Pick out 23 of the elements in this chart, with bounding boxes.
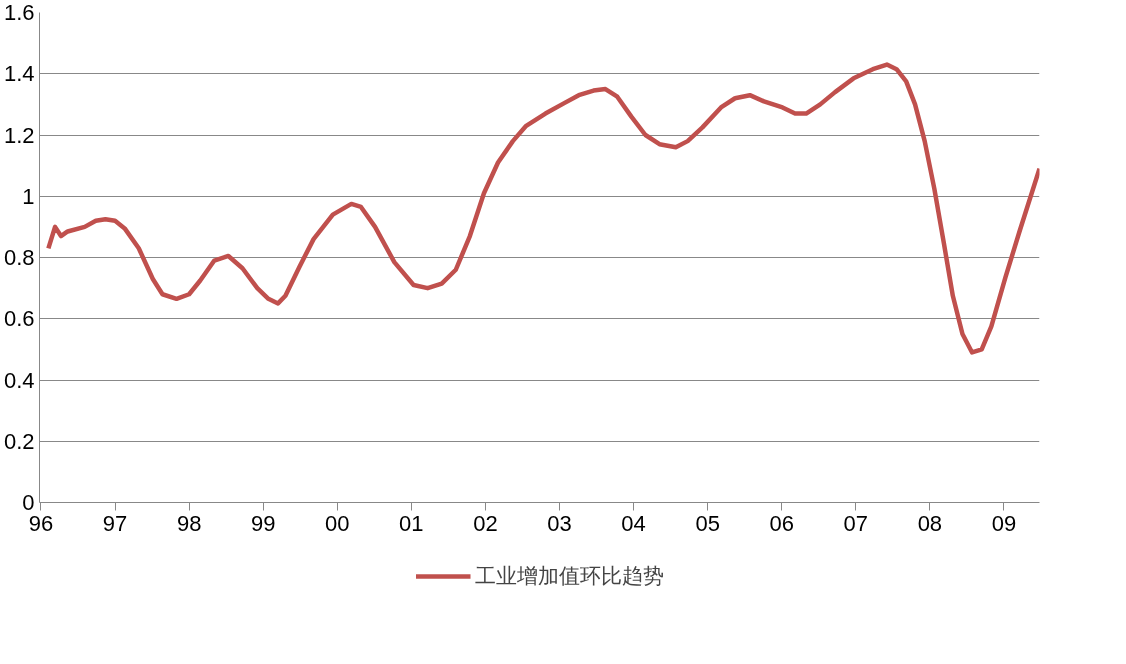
- x-tick-label: 02: [473, 510, 498, 536]
- x-tick-label: 05: [695, 510, 720, 536]
- y-tick-label: 0.4: [3, 367, 35, 393]
- x-tick-label: 97: [102, 510, 128, 536]
- x-tick-label: 09: [991, 510, 1017, 536]
- x-tick-label: 99: [250, 510, 276, 536]
- x-tick-label: 08: [917, 510, 943, 536]
- y-tick-label: 1.6: [3, 0, 35, 25]
- y-tick-label: 0.6: [3, 306, 35, 332]
- y-tick-label: 1.4: [3, 61, 35, 87]
- x-tick-label: 04: [621, 510, 646, 536]
- x-tick-label: 06: [769, 510, 794, 536]
- line-series: [46, 62, 1040, 355]
- y-tick-label: 0.8: [3, 245, 35, 270]
- x-tick-label: 01: [399, 510, 424, 536]
- y-tick-label: 1: [22, 183, 35, 209]
- x-tick-label: 98: [176, 510, 202, 536]
- y-tick-label: 0.2: [3, 428, 35, 454]
- x-tick-label: 07: [843, 510, 869, 536]
- legend-label: 工业增加值环比趋势: [475, 563, 665, 591]
- x-tick-label: 03: [547, 510, 572, 536]
- x-tick-label: 00: [325, 510, 350, 536]
- y-tick-label: 1.2: [3, 122, 35, 148]
